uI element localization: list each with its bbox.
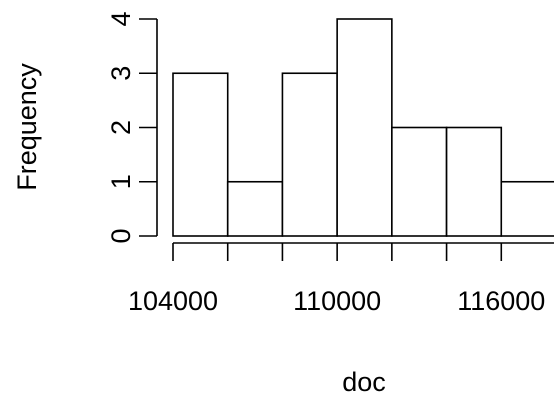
histogram-bar <box>500 180 554 237</box>
x-tick-label: 104000 <box>128 286 218 316</box>
histogram-bar <box>172 72 229 237</box>
y-tick-label: 1 <box>106 174 136 189</box>
y-axis: 0 1 2 3 4 <box>106 11 158 244</box>
x-axis: 104000 110000 116000 <box>128 242 554 316</box>
y-tick-label: 2 <box>106 120 136 135</box>
histogram-bar <box>336 18 393 237</box>
x-axis-label: doc <box>342 367 386 394</box>
y-axis-label: Frequency <box>12 63 42 191</box>
y-tick-label: 4 <box>106 11 136 26</box>
x-tick-label: 110000 <box>293 286 381 316</box>
bars-group <box>172 18 554 237</box>
histogram-bar <box>226 180 284 237</box>
y-tick-label: 3 <box>106 66 136 81</box>
y-tick-label: 0 <box>106 228 136 243</box>
histogram-bar <box>281 72 338 237</box>
histogram-bar <box>445 126 503 237</box>
x-tick-label: 116000 <box>457 286 545 316</box>
histogram-bar <box>391 126 448 237</box>
